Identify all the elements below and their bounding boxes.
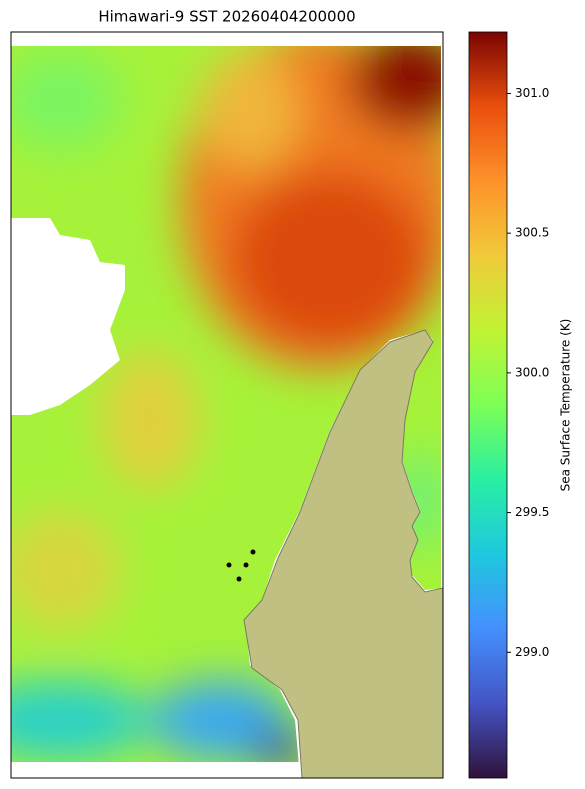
colorbar-tick-label: 300.0 (515, 365, 549, 379)
station-markers (226, 549, 256, 582)
map-frame (10, 31, 444, 779)
colorbar-tick-label: 301.0 (515, 86, 549, 100)
colorbar-tick-label: 299.5 (515, 505, 549, 519)
colorbar-tick-label: 300.5 (515, 226, 549, 240)
colorbar-label: Sea Surface Temperature (K) (559, 319, 573, 492)
chart-title: Himawari-9 SST 20260404200000 (98, 8, 355, 26)
colorbar-tick-label: 299.0 (515, 645, 549, 659)
colorbar (468, 31, 508, 779)
land (243, 329, 444, 779)
